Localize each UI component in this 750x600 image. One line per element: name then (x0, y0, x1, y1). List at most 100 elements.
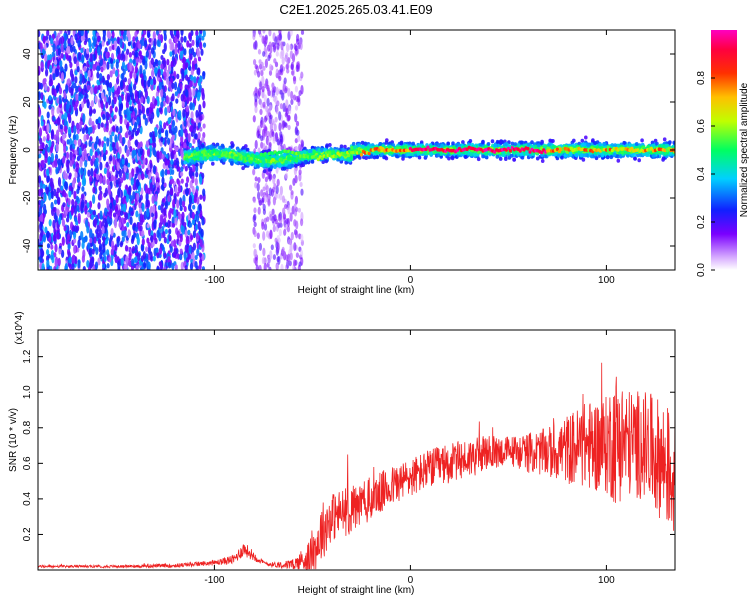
spectrogram-cell (111, 86, 115, 93)
spectrogram-cell (103, 154, 107, 162)
spectrogram-cell (164, 200, 168, 210)
spectrogram-cell (255, 264, 259, 270)
spectrogram-cell (161, 168, 165, 179)
spectrogram-cell (110, 228, 114, 237)
spectrogram-cell (282, 207, 286, 216)
spectrogram-cell (58, 248, 62, 255)
spectrogram-cell (274, 131, 278, 140)
spectrogram-cell (113, 96, 117, 105)
spectrogram-cell (111, 245, 115, 251)
spectrogram-cell (93, 37, 97, 47)
spectrogram-cell (258, 59, 262, 65)
spectrogram-cell (53, 134, 57, 141)
spectrogram-cell (50, 129, 54, 137)
spectrogram-cell (300, 218, 304, 227)
spectrogram-cell (96, 65, 100, 72)
spectrogram-cell (200, 143, 205, 148)
spectrogram-cell (163, 59, 167, 68)
spectrogram-cell (102, 175, 106, 185)
spectrogram-cell (265, 184, 269, 193)
spectrogram-cell (103, 96, 107, 103)
spectrogram-cell (106, 61, 110, 70)
spectrogram-cell (73, 133, 77, 140)
spectrogram-cell (81, 101, 85, 109)
spectrogram-cell (133, 83, 137, 91)
spectrogram-cell (108, 45, 112, 52)
spectrogram-cell (44, 226, 48, 234)
spectrogram-cell (264, 176, 268, 183)
spectrogram-cell (202, 30, 206, 38)
spectrogram-cell (83, 96, 87, 105)
spectrogram-cell (490, 139, 495, 144)
spectrogram-cell (127, 78, 131, 84)
spectrogram-cell (199, 114, 203, 122)
spectrogram-cell (257, 87, 262, 97)
spectrogram-cell (262, 247, 266, 257)
spectrogram-cell (295, 120, 300, 127)
spectrogram-cell (43, 101, 47, 109)
spectrogram-cell (146, 223, 150, 229)
spectrogram-cell (106, 137, 110, 147)
spectrogram-cell (290, 90, 294, 100)
spectrogram-cell (163, 122, 167, 130)
spectrogram-cell (261, 75, 265, 86)
spectrogram-cell (104, 238, 109, 245)
spectrogram-cell (202, 100, 206, 109)
spectrogram-cell (160, 136, 164, 143)
spectrogram-cell (118, 168, 122, 179)
spectrogram-cell (139, 146, 143, 156)
spectrogram-cell (47, 146, 51, 153)
spectrogram-cell (184, 84, 188, 91)
spectrogram-cell (138, 109, 142, 116)
spectrogram-cell (165, 222, 169, 228)
spectrogram-cell (115, 125, 119, 133)
spectrogram-cell (46, 249, 50, 256)
spectrogram-cell (114, 83, 118, 91)
spectrogram-cell (260, 135, 264, 142)
spectrogram-cell (91, 125, 95, 134)
spectrogram-cell (254, 105, 258, 114)
spectrogram-cell (540, 139, 544, 144)
spectrogram-cell (296, 38, 300, 45)
spectrogram-cell (149, 163, 153, 169)
spectrogram-cell (476, 157, 481, 162)
spectrogram-cell (268, 266, 272, 270)
spectrogram-cell (551, 139, 555, 143)
spectrogram-cell (276, 234, 280, 241)
spectrogram-cell (164, 169, 168, 176)
spectrogram-cell (179, 50, 184, 60)
spectrogram-cell (84, 72, 88, 79)
spectrogram-cell (174, 217, 178, 226)
spectrogram-cell (132, 190, 136, 200)
spectrogram-cell (284, 203, 288, 210)
spectrogram-cell (260, 61, 264, 69)
spectrogram-cell (143, 210, 147, 221)
spectrogram-cell (77, 259, 81, 269)
spectrogram-cell (183, 120, 187, 127)
spectrogram-cell (99, 72, 103, 82)
spectrogram-cell (158, 81, 162, 91)
spectrogram-cell (263, 194, 267, 204)
spectrogram-cell (272, 95, 276, 102)
spectrogram-cell (56, 107, 60, 115)
spectrogram-cell (253, 257, 257, 264)
spectrogram-cell (122, 172, 126, 181)
spectrogram-cell (165, 95, 169, 105)
spectrogram-cell (168, 38, 172, 45)
spectrogram-cell (102, 263, 106, 269)
spectrogram-cell (155, 247, 159, 253)
spectrogram-cell (153, 78, 157, 86)
spectrogram-cell (192, 87, 196, 97)
spectrogram-cell (57, 257, 61, 267)
spectrogram-cell (192, 138, 196, 144)
spectrogram-cell (115, 141, 119, 150)
spectrogram-cell (286, 225, 290, 233)
spectrogram-cell (171, 169, 175, 175)
spectrogram-cell (190, 75, 194, 81)
spectrogram-cell (195, 165, 199, 173)
spectrogram-cell (71, 156, 75, 165)
spectrogram-cell (140, 96, 144, 103)
spectrogram-cell (103, 167, 107, 175)
spectrogram-cell (83, 65, 87, 72)
spectrogram-cell (123, 189, 127, 197)
